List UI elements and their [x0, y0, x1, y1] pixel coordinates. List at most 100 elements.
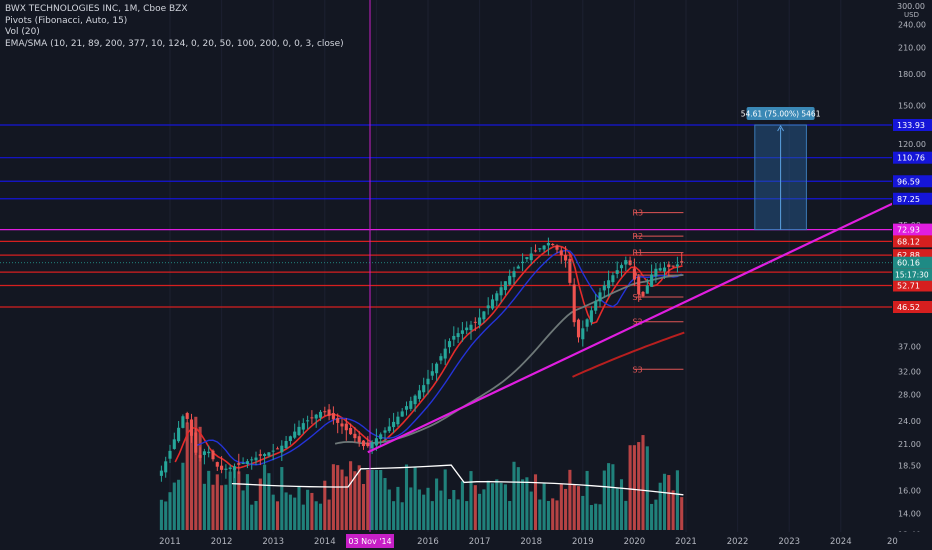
trendline[interactable] [367, 181, 932, 454]
candle [340, 423, 344, 427]
candle [185, 413, 189, 419]
volume-bar [344, 476, 348, 530]
price-tick: 240.00 [898, 21, 926, 30]
candle [525, 257, 529, 259]
last-price-marker [893, 256, 932, 269]
volume-bar [456, 499, 460, 530]
volume-bar [185, 422, 189, 530]
volume-bar [512, 461, 516, 530]
volume-bar [439, 490, 443, 530]
candle [374, 438, 378, 446]
candle [198, 455, 202, 458]
candle [336, 418, 340, 423]
volume-bar [521, 479, 525, 530]
candle [314, 414, 318, 419]
volume-bar [400, 502, 404, 530]
candle [275, 448, 280, 450]
candle [297, 426, 301, 436]
volume-bar [598, 504, 602, 530]
volume-bar [585, 470, 589, 530]
horizontal-levels[interactable] [0, 124, 892, 308]
volume-bar [207, 470, 211, 530]
volume-bar [409, 487, 413, 530]
volume-bar [417, 489, 421, 530]
volume-bar [232, 466, 237, 530]
level-marker-label: 72.93 [897, 226, 920, 235]
candle [637, 276, 641, 295]
candle [667, 264, 671, 267]
candle [404, 406, 409, 410]
volume-bar [211, 484, 215, 530]
volume-bar [258, 478, 262, 530]
measure-box[interactable]: 54.61 (75.00%) 5461 [741, 107, 821, 231]
candle [602, 285, 606, 291]
volume-bar [628, 445, 632, 530]
volume-bar [177, 479, 181, 530]
volume-bar [288, 494, 292, 530]
volume-bar [413, 466, 417, 530]
volume-bar [465, 501, 469, 530]
price-axis[interactable]: 240.00210.00180.00150.00120.0095.0075.00… [0, 2, 932, 540]
year-tick: 2013 [262, 537, 284, 547]
support-trendline [367, 183, 932, 454]
symbol-title[interactable]: BWX TECHNOLOGIES INC, 1M, Cboe BZX [5, 4, 188, 14]
candle [671, 265, 675, 267]
candle [181, 416, 185, 428]
candle [641, 291, 645, 297]
volume-bar [611, 464, 615, 530]
candle [473, 321, 477, 323]
level-marker-label: 110.76 [897, 154, 925, 163]
volume-bar [589, 504, 593, 530]
volume-bar [396, 486, 400, 530]
time-axis-bg [0, 532, 932, 550]
candle [284, 440, 288, 449]
level-marker [893, 279, 932, 292]
volume-bar [422, 494, 426, 530]
volume-bar [675, 470, 679, 530]
volume-bar [331, 464, 335, 530]
candle [675, 264, 679, 267]
year-tick: 2022 [727, 537, 749, 547]
level-marker-label: 52.71 [897, 281, 920, 290]
volume-bar [546, 500, 550, 530]
candle [607, 280, 611, 289]
volume-bar [306, 489, 310, 530]
pivot-label: S3 [632, 365, 642, 374]
year-tick: 2023 [778, 537, 800, 547]
candle [516, 266, 520, 269]
candle [426, 378, 430, 385]
volume-bars [159, 416, 684, 530]
volume-bar [327, 499, 331, 530]
level-marker-label: 96.59 [897, 177, 920, 186]
candle [207, 451, 211, 454]
price-tick: 150.00 [898, 101, 926, 110]
price-tick: 21.00 [898, 440, 921, 449]
candle [189, 419, 194, 436]
candle [598, 292, 602, 302]
countdown-label: 15:17:30 [895, 271, 929, 280]
pivots-indicator-label[interactable]: Pivots (Fibonacci, Auto, 15) [5, 15, 128, 26]
candle [460, 330, 464, 334]
volume-bar [430, 501, 434, 530]
candle [533, 250, 538, 252]
candle [267, 452, 271, 456]
candle [331, 413, 335, 420]
candle [202, 451, 206, 455]
price-tick: 24.00 [898, 417, 921, 426]
year-tick: 2018 [520, 537, 542, 547]
candle [254, 457, 258, 461]
volume-bar [159, 499, 163, 530]
candle [619, 265, 624, 269]
candle [572, 284, 576, 323]
candle [357, 436, 361, 443]
candle [469, 324, 473, 331]
candle [237, 463, 241, 465]
ma-indicator-label[interactable]: EMA/SMA (10, 21, 89, 200, 377, 10, 124, … [5, 38, 344, 49]
candle [564, 255, 568, 261]
level-marker [893, 235, 932, 248]
volume-bar [564, 488, 568, 530]
time-axis[interactable]: 2011 2012 2013 2014 2016 2017 2018 2019 2020 2021… [159, 534, 898, 548]
volume-indicator-label[interactable]: Vol (20) [5, 27, 40, 37]
candle [215, 462, 219, 467]
